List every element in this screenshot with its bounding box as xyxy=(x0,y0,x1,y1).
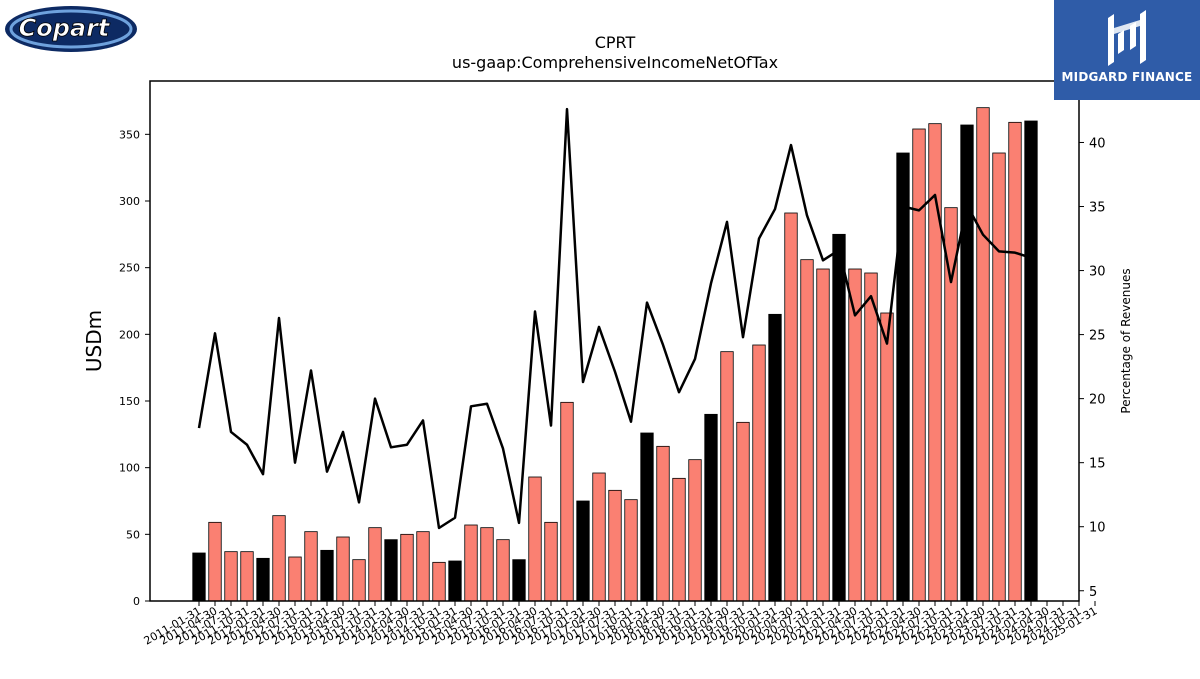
bar-2013-04-30 xyxy=(336,536,350,602)
bar-2022-01-31 xyxy=(896,152,910,602)
y-tick-label: 150 xyxy=(119,395,140,408)
y-axis-right: 5 10 15 20 25 30 35 40 xyxy=(1079,136,1106,600)
y-tick-label: 50 xyxy=(126,528,140,541)
copart-logo-outer xyxy=(5,6,137,52)
bar-2012-10-31 xyxy=(304,531,318,602)
bar-2011-04-30 xyxy=(208,521,222,602)
bar-2019-07-31 xyxy=(736,421,750,602)
bar-2013-10-31 xyxy=(368,527,382,602)
chart-title: CPRT xyxy=(595,33,636,52)
y-axis-label-right: Percentage of Revenues xyxy=(1119,268,1133,413)
bar-2017-04-30 xyxy=(592,472,606,602)
bar-2015-01-31 xyxy=(448,560,462,602)
bar-2013-07-31 xyxy=(352,559,366,602)
y-tick-label: 250 xyxy=(119,262,140,275)
bar-2014-07-31 xyxy=(416,531,430,602)
bar-2023-01-31 xyxy=(960,124,974,602)
bar-2012-04-30 xyxy=(272,515,286,602)
bar-2021-01-31 xyxy=(832,233,846,602)
bar-2013-01-31 xyxy=(320,549,334,602)
midgard-finance-logo: MIDGARD FINANCE xyxy=(1054,0,1200,100)
y-tick-label: 0 xyxy=(133,595,140,608)
bar-2022-04-30 xyxy=(912,128,926,602)
bar-2019-01-31 xyxy=(704,413,718,602)
bar-2020-04-30 xyxy=(784,212,798,602)
bar-2012-01-31 xyxy=(256,557,270,602)
y-tick-label: 350 xyxy=(119,128,140,141)
bar-2020-10-31 xyxy=(816,268,830,602)
y-tick-label: 200 xyxy=(119,328,140,341)
bar-2018-01-31 xyxy=(640,432,654,602)
bar-2019-10-31 xyxy=(752,344,766,602)
bar-2014-10-31 xyxy=(432,561,446,602)
y-right-tick-label: 25 xyxy=(1089,329,1106,344)
bar-2017-01-31 xyxy=(576,500,590,602)
y-tick-label: 100 xyxy=(119,462,140,475)
bar-2017-07-31 xyxy=(608,489,622,602)
bar-2023-10-31 xyxy=(1008,121,1022,602)
bar-2012-07-31 xyxy=(288,556,302,602)
bar-2021-10-31 xyxy=(880,312,894,602)
bars-layer xyxy=(192,107,1038,602)
y-right-tick-label: 40 xyxy=(1089,136,1106,151)
bar-2015-04-30 xyxy=(464,524,478,602)
copart-logo: Copart xyxy=(5,6,137,52)
y-right-tick-label: 15 xyxy=(1089,457,1106,472)
bar-2020-01-31 xyxy=(768,313,782,602)
bar-2015-07-31 xyxy=(480,527,494,602)
bar-2019-04-30 xyxy=(720,351,734,602)
bar-2023-07-31 xyxy=(992,152,1006,602)
bar-2018-10-31 xyxy=(688,459,702,602)
x-axis: 2011-01-312011-04-302011-07-312011-10-31… xyxy=(142,601,1100,648)
midgard-finance-name: MIDGARD FINANCE xyxy=(1061,70,1193,84)
bar-2018-07-31 xyxy=(672,477,686,602)
bar-2016-10-31 xyxy=(560,401,574,602)
y-right-tick-label: 10 xyxy=(1089,521,1106,536)
y-axis-left: 0 50 100 150 200 250 300 350 xyxy=(119,128,150,608)
bar-2024-01-31 xyxy=(1024,120,1038,602)
y-tick-label: 300 xyxy=(119,195,140,208)
line-layer xyxy=(197,107,1032,530)
bar-2011-01-31 xyxy=(192,552,206,602)
y-axis-label: USDm xyxy=(82,310,106,372)
copart-logo-text: Copart xyxy=(19,14,111,42)
bar-2014-01-31 xyxy=(384,539,398,602)
bar-2017-10-31 xyxy=(624,499,638,602)
copart-logo-ring xyxy=(9,9,133,49)
bar-2021-04-30 xyxy=(848,268,862,602)
bar-2016-01-31 xyxy=(512,559,526,602)
y-right-tick-label: 20 xyxy=(1089,393,1106,408)
bar-2021-07-31 xyxy=(864,272,878,602)
bar-2011-10-31 xyxy=(240,551,254,602)
bar-2020-07-31 xyxy=(800,259,814,602)
y-right-tick-label: 5 xyxy=(1089,585,1097,600)
bar-2023-04-30 xyxy=(976,107,990,602)
y-right-tick-label: 35 xyxy=(1089,201,1106,216)
bar-2016-07-31 xyxy=(544,521,558,602)
bar-2014-04-30 xyxy=(400,533,414,602)
percentage-line xyxy=(197,107,1032,530)
bar-2018-04-30 xyxy=(656,445,670,602)
chart-subtitle: us-gaap:ComprehensiveIncomeNetOfTax xyxy=(452,53,778,72)
y-right-tick-label: 30 xyxy=(1089,265,1106,280)
midgard-mark-icon xyxy=(1108,10,1146,66)
bar-2011-07-31 xyxy=(224,551,238,602)
bar-2015-10-31 xyxy=(496,539,510,602)
bar-2016-04-30 xyxy=(528,476,542,602)
